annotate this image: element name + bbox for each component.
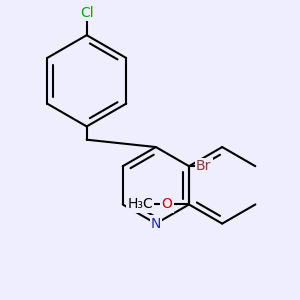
Text: N: N: [151, 217, 161, 231]
Text: Br: Br: [196, 159, 212, 173]
Text: Cl: Cl: [80, 6, 94, 20]
Text: H₃C: H₃C: [128, 197, 153, 212]
Text: O: O: [161, 197, 172, 212]
